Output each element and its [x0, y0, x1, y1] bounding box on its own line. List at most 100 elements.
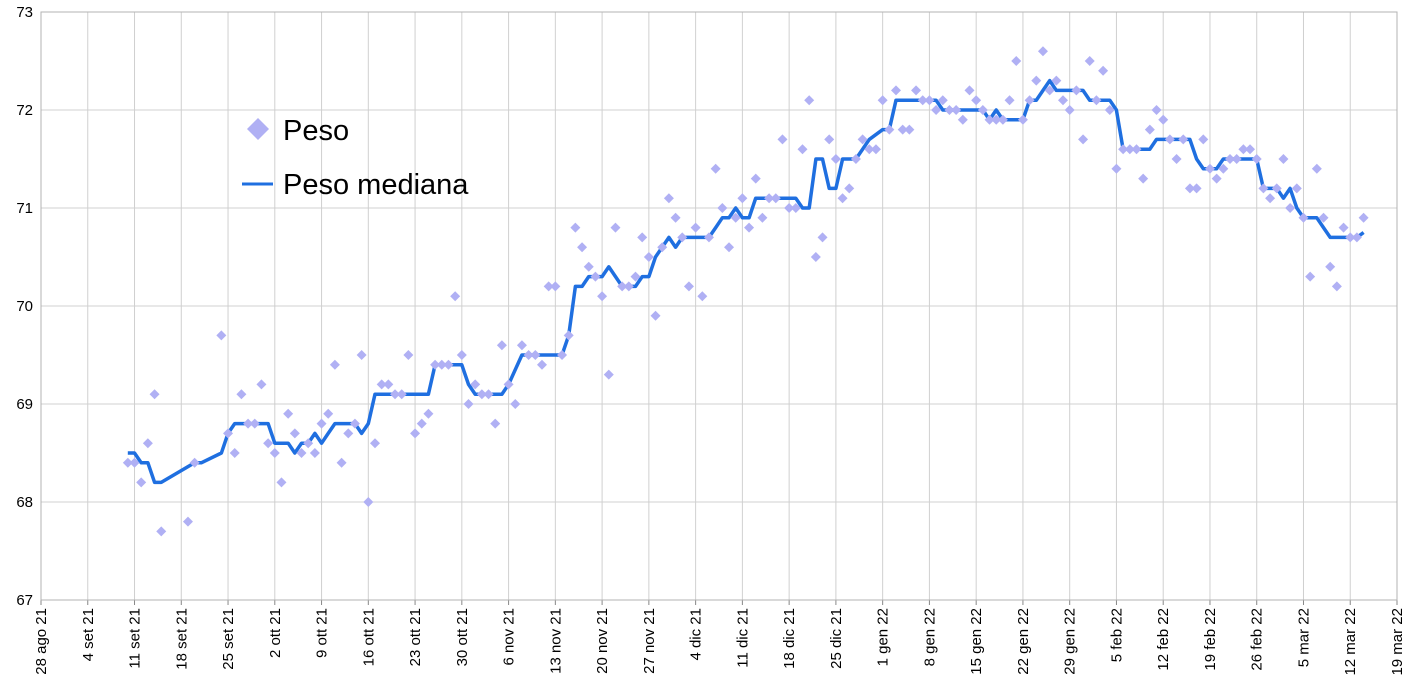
weight-point — [951, 105, 962, 115]
weight-point — [496, 340, 507, 351]
weight-point — [423, 408, 434, 419]
weight-point — [977, 105, 988, 115]
grid — [40, 11, 1398, 605]
weight-point — [410, 428, 421, 439]
weight-point — [390, 389, 401, 400]
weight-point — [1178, 134, 1189, 145]
median-line — [127, 78, 1365, 485]
weight-point — [276, 477, 287, 488]
weight-point — [142, 438, 153, 449]
weight-point — [1218, 163, 1229, 174]
weight-point — [790, 203, 801, 213]
x-tick-label: 30 ott 21 — [454, 608, 471, 666]
weight-point — [1271, 183, 1282, 194]
weight-point — [1318, 212, 1329, 223]
weight-point — [797, 144, 808, 155]
weight-point — [1184, 183, 1195, 194]
weight-point — [623, 281, 634, 292]
weight-point — [1051, 75, 1062, 86]
weight-point — [757, 212, 768, 223]
legend-peso-marker — [247, 118, 269, 140]
weight-point — [349, 418, 360, 429]
weight-point — [1164, 134, 1175, 145]
weight-point — [1104, 105, 1115, 115]
x-tick-label: 12 mar 22 — [1342, 608, 1359, 676]
weight-point — [577, 242, 588, 253]
weight-point — [850, 154, 861, 164]
weight-point — [229, 448, 240, 458]
y-tick-labels: 67 68 69 70 71 72 73 — [16, 4, 33, 609]
x-tick-label: 4 dic 21 — [688, 608, 705, 661]
weight-point — [891, 85, 902, 96]
x-tick-label: 18 dic 21 — [781, 608, 798, 669]
weight-point — [283, 408, 294, 419]
x-tick-label: 23 ott 21 — [407, 608, 424, 666]
weight-point — [817, 232, 828, 243]
weight-point — [1091, 95, 1102, 106]
weight-point — [870, 144, 881, 155]
weight-points — [122, 46, 1369, 537]
weight-point — [463, 399, 474, 409]
weight-point — [249, 418, 260, 429]
weight-point — [944, 105, 955, 115]
weight-point — [503, 379, 514, 390]
weight-point — [557, 350, 568, 360]
weight-point — [683, 281, 694, 292]
weight-point — [1118, 144, 1129, 155]
weight-point — [744, 222, 755, 233]
weight-point — [536, 359, 547, 370]
x-tick-label: 11 dic 21 — [734, 608, 751, 668]
x-tick-label: 12 feb 22 — [1155, 608, 1172, 671]
weight-point — [937, 95, 948, 106]
weight-point — [129, 457, 140, 468]
weight-point — [1311, 163, 1322, 174]
weight-point — [403, 350, 414, 360]
weight-point — [483, 389, 494, 400]
weight-point — [1258, 183, 1269, 194]
weight-point — [1204, 163, 1215, 174]
weight-point — [456, 350, 467, 360]
weight-point — [243, 418, 254, 429]
weight-point — [323, 408, 334, 419]
weight-point — [1011, 56, 1022, 66]
weight-point — [1004, 95, 1015, 106]
x-tick-label: 8 gen 22 — [921, 608, 938, 666]
weight-point — [603, 369, 614, 380]
weight-point — [450, 291, 461, 302]
weight-point — [784, 203, 795, 213]
x-tick-labels: 28 ago 21 4 set 21 11 set 21 18 set 21 25 se… — [33, 608, 1406, 676]
weight-point — [724, 242, 735, 253]
x-tick-label: 15 gen 22 — [968, 608, 985, 675]
weight-point — [189, 457, 200, 468]
x-tick-label: 26 feb 22 — [1249, 608, 1266, 671]
weight-point — [336, 457, 347, 468]
weight-point — [1071, 85, 1082, 96]
weight-point — [363, 497, 374, 507]
weight-point — [864, 144, 875, 155]
weight-point — [490, 418, 501, 429]
x-tick-label: 20 nov 21 — [594, 608, 611, 674]
x-tick-label: 6 nov 21 — [501, 608, 518, 666]
y-tick-label: 73 — [16, 4, 33, 21]
weight-point — [964, 85, 975, 96]
weight-point — [837, 193, 848, 204]
weight-point — [430, 359, 441, 370]
weight-point — [443, 359, 454, 370]
weight-point — [917, 95, 928, 106]
weight-point — [730, 212, 741, 223]
weight-point — [997, 114, 1008, 125]
weight-point — [563, 330, 574, 341]
x-tick-label: 22 gen 22 — [1015, 608, 1032, 675]
y-tick-label: 69 — [16, 396, 33, 413]
weight-point — [677, 232, 688, 243]
weight-point — [516, 340, 527, 351]
weight-point — [590, 271, 601, 282]
weight-point — [971, 95, 982, 106]
weight-point — [356, 350, 367, 360]
weight-point — [156, 526, 167, 537]
weight-point — [550, 281, 561, 292]
weight-point — [717, 203, 728, 213]
weight-point — [1144, 124, 1155, 135]
y-tick-label: 72 — [16, 102, 33, 119]
x-tick-label: 16 ott 21 — [360, 608, 377, 666]
